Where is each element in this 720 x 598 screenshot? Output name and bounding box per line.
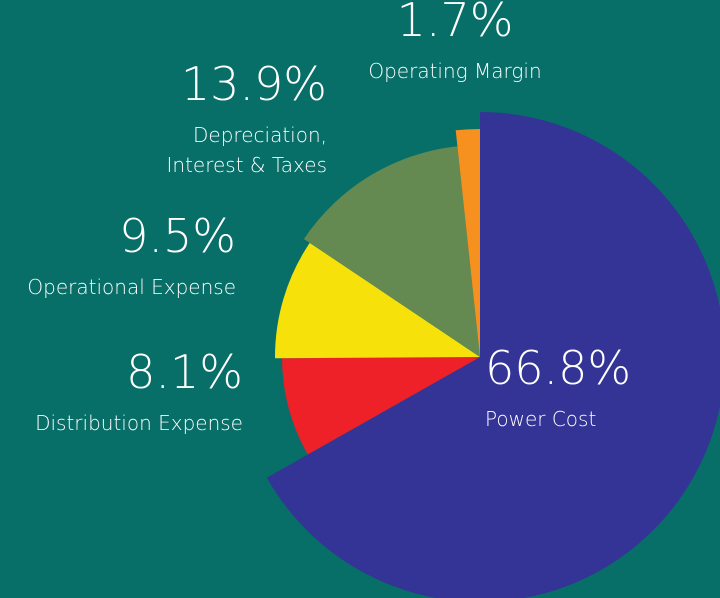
slice-label: Power Cost: [485, 407, 596, 431]
slice-label: Depreciation, Interest & Taxes: [167, 123, 328, 177]
slice-label: Operating Margin: [368, 59, 541, 83]
slice-label: Distribution Expense: [35, 411, 243, 435]
pie-slice: [303, 146, 480, 357]
slice-label-line: Depreciation,: [193, 123, 327, 147]
pie-slice: [275, 242, 480, 359]
value-label: 1.7%: [397, 0, 514, 47]
value-label: 8.1%: [126, 345, 243, 399]
slice-label-line: Interest & Taxes: [167, 153, 328, 177]
pie-slice: [455, 129, 480, 357]
pie-slice: [266, 112, 720, 598]
value-label: 9.5%: [119, 209, 236, 263]
value-label: 66.8%: [485, 341, 631, 395]
pie-slice: [282, 357, 480, 455]
slice-label: Operational Expense: [27, 275, 236, 299]
value-label: 13.9%: [181, 57, 327, 111]
